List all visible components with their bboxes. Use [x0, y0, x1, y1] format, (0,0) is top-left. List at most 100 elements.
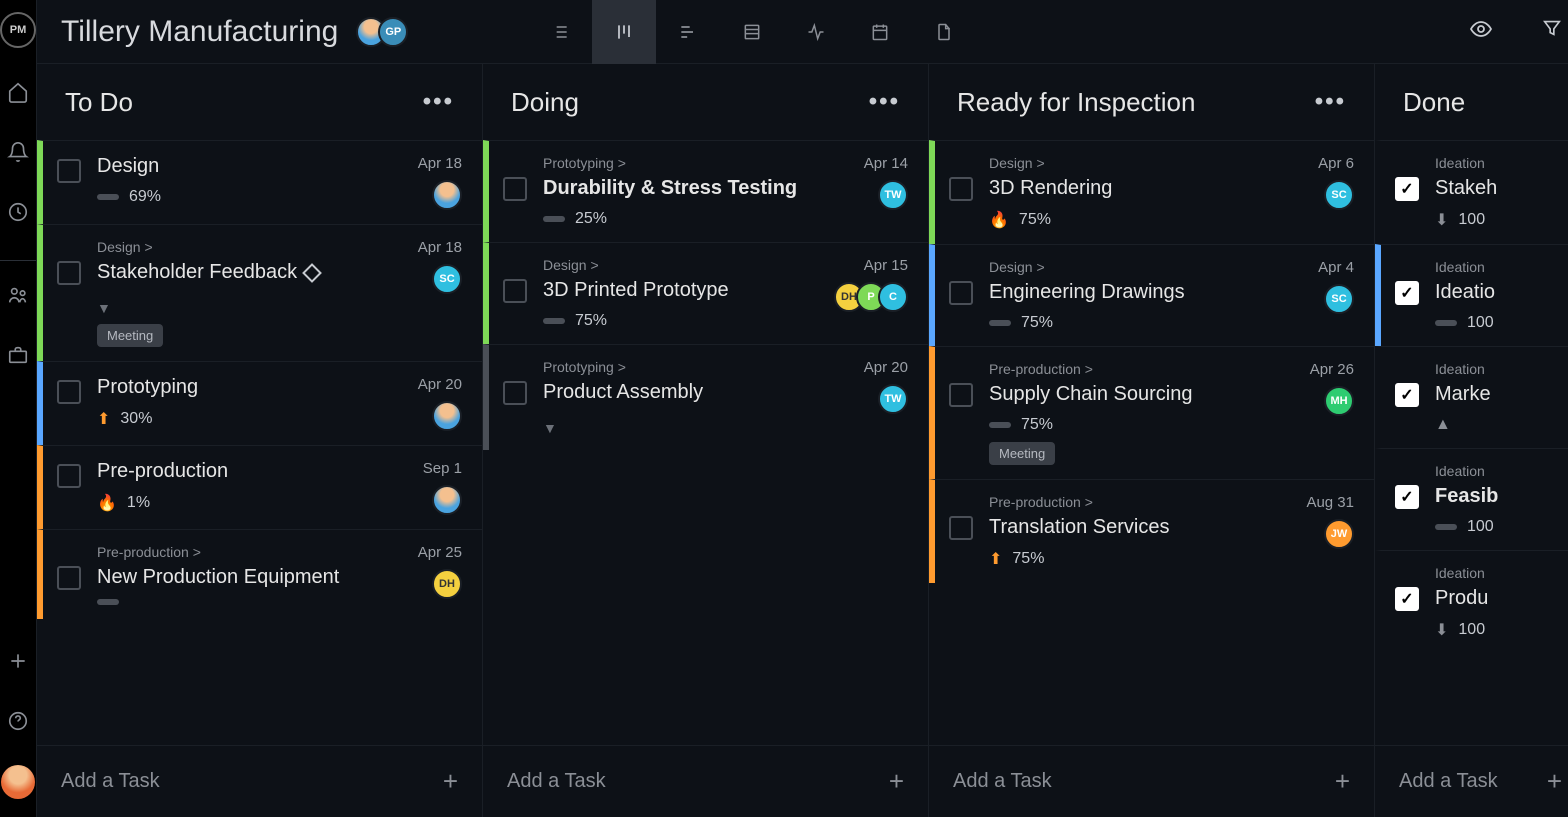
task-checkbox[interactable]: [503, 177, 527, 201]
column-cards: ✓IdeationStakeh⬇100✓IdeationIdeatio100✓I…: [1375, 140, 1568, 745]
add-task-button[interactable]: Add a Task+: [929, 745, 1374, 817]
card-tag[interactable]: Meeting: [989, 442, 1055, 465]
assignee-avatar[interactable]: [432, 485, 462, 515]
task-card[interactable]: Pre-production >Translation Services⬆75%…: [929, 479, 1374, 583]
column-cards: Design >3D Rendering🔥75%Apr 6SCDesign >E…: [929, 140, 1374, 745]
project-members[interactable]: GP: [356, 17, 408, 47]
add-task-button[interactable]: Add a Task +: [1375, 745, 1568, 817]
task-checkbox[interactable]: [57, 159, 81, 183]
expand-chevron-icon[interactable]: ▼: [543, 420, 864, 436]
add-task-button[interactable]: Add a Task+: [483, 745, 928, 817]
assignee-avatar[interactable]: SC: [1324, 284, 1354, 314]
assignee-avatar[interactable]: C: [878, 282, 908, 312]
expand-chevron-icon[interactable]: ▼: [97, 300, 418, 316]
task-card[interactable]: Design >3D Printed Prototype75%Apr 15DHP…: [483, 242, 928, 344]
column-menu-icon[interactable]: •••: [423, 88, 454, 116]
user-avatar[interactable]: [1, 765, 35, 799]
view-board-icon[interactable]: [592, 0, 656, 64]
card-assignees[interactable]: JW: [1324, 519, 1354, 549]
task-checkbox[interactable]: ✓: [1395, 281, 1419, 305]
assignee-avatar[interactable]: [432, 401, 462, 431]
visibility-icon[interactable]: [1469, 17, 1493, 46]
filter-icon[interactable]: [1541, 17, 1563, 46]
task-checkbox[interactable]: ✓: [1395, 177, 1419, 201]
card-assignees[interactable]: MH: [1324, 386, 1354, 416]
task-card[interactable]: Design69%Apr 18: [37, 140, 482, 224]
task-checkbox[interactable]: ✓: [1395, 485, 1419, 509]
card-assignees[interactable]: TW: [878, 180, 908, 210]
task-checkbox[interactable]: [57, 261, 81, 285]
board-column: Ready for Inspection ••• Design >3D Render…: [929, 64, 1375, 817]
card-assignees[interactable]: [432, 485, 462, 515]
task-card[interactable]: ✓IdeationIdeatio100: [1375, 244, 1568, 346]
task-card[interactable]: ✓IdeationProdu⬇100: [1375, 550, 1568, 654]
column-title: Ready for Inspection: [957, 87, 1195, 118]
member-avatar[interactable]: GP: [378, 17, 408, 47]
assignee-avatar[interactable]: JW: [1324, 519, 1354, 549]
view-calendar-icon[interactable]: [848, 0, 912, 64]
task-checkbox[interactable]: [57, 566, 81, 590]
assignee-avatar[interactable]: TW: [878, 180, 908, 210]
task-checkbox[interactable]: ✓: [1395, 383, 1419, 407]
task-card[interactable]: ✓IdeationStakeh⬇100: [1375, 140, 1568, 244]
clock-icon[interactable]: [2, 196, 34, 228]
card-assignees[interactable]: [432, 180, 462, 210]
add-task-label: Add a Task: [1399, 770, 1498, 793]
card-assignees[interactable]: TW: [878, 384, 908, 414]
team-icon[interactable]: [2, 279, 34, 311]
add-task-button[interactable]: Add a Task+: [37, 745, 482, 817]
card-assignees[interactable]: DHPC: [834, 282, 908, 312]
task-card[interactable]: Prototyping⬆30%Apr 20: [37, 361, 482, 445]
card-assignees[interactable]: SC: [1324, 284, 1354, 314]
card-meta: 100: [1435, 314, 1566, 332]
task-card[interactable]: Design >Engineering Drawings75%Apr 4SC: [929, 244, 1374, 346]
assignee-avatar[interactable]: [432, 180, 462, 210]
task-card[interactable]: Pre-production >New Production Equipment…: [37, 529, 482, 619]
task-checkbox[interactable]: [949, 177, 973, 201]
plus-icon: +: [1547, 766, 1562, 797]
help-icon[interactable]: [2, 705, 34, 737]
view-list-icon[interactable]: [528, 0, 592, 64]
task-checkbox[interactable]: [503, 381, 527, 405]
task-checkbox[interactable]: [57, 380, 81, 404]
assignee-avatar[interactable]: MH: [1324, 386, 1354, 416]
assignee-avatar[interactable]: SC: [432, 264, 462, 294]
task-card[interactable]: Prototyping >Durability & Stress Testing…: [483, 140, 928, 242]
card-title: Translation Services: [989, 516, 1306, 539]
task-card[interactable]: ✓IdeationMarke▲: [1375, 346, 1568, 448]
view-sheet-icon[interactable]: [720, 0, 784, 64]
task-checkbox[interactable]: [949, 383, 973, 407]
task-card[interactable]: Design >3D Rendering🔥75%Apr 6SC: [929, 140, 1374, 244]
view-file-icon[interactable]: [912, 0, 976, 64]
task-card[interactable]: Pre-production🔥1%Sep 1: [37, 445, 482, 529]
assignee-avatar[interactable]: DH: [432, 569, 462, 599]
card-assignees[interactable]: [432, 401, 462, 431]
assignee-avatar[interactable]: TW: [878, 384, 908, 414]
assignee-avatar[interactable]: SC: [1324, 180, 1354, 210]
task-checkbox[interactable]: [57, 464, 81, 488]
task-checkbox[interactable]: ✓: [1395, 587, 1419, 611]
task-card[interactable]: Prototyping >Product Assembly▼Apr 20TW: [483, 344, 928, 450]
briefcase-icon[interactable]: [2, 339, 34, 371]
card-assignees[interactable]: SC: [1324, 180, 1354, 210]
task-checkbox[interactable]: [949, 516, 973, 540]
card-tag[interactable]: Meeting: [97, 324, 163, 347]
card-assignees[interactable]: SC: [432, 264, 462, 294]
card-parent-label: Ideation: [1435, 361, 1566, 377]
task-card[interactable]: ✓IdeationFeasib100: [1375, 448, 1568, 550]
column-menu-icon[interactable]: •••: [1315, 88, 1346, 116]
task-checkbox[interactable]: [949, 281, 973, 305]
bell-icon[interactable]: [2, 136, 34, 168]
card-meta: ⬇100: [1435, 210, 1566, 230]
card-assignees[interactable]: DH: [432, 569, 462, 599]
home-icon[interactable]: [2, 76, 34, 108]
column-header: To Do•••: [37, 64, 482, 140]
task-card[interactable]: Pre-production >Supply Chain Sourcing75%…: [929, 346, 1374, 479]
task-checkbox[interactable]: [503, 279, 527, 303]
view-activity-icon[interactable]: [784, 0, 848, 64]
add-icon[interactable]: [2, 645, 34, 677]
task-card[interactable]: Design >Stakeholder Feedback ▼MeetingApr…: [37, 224, 482, 361]
column-menu-icon[interactable]: •••: [869, 88, 900, 116]
app-logo[interactable]: PM: [0, 12, 36, 48]
view-gantt-icon[interactable]: [656, 0, 720, 64]
